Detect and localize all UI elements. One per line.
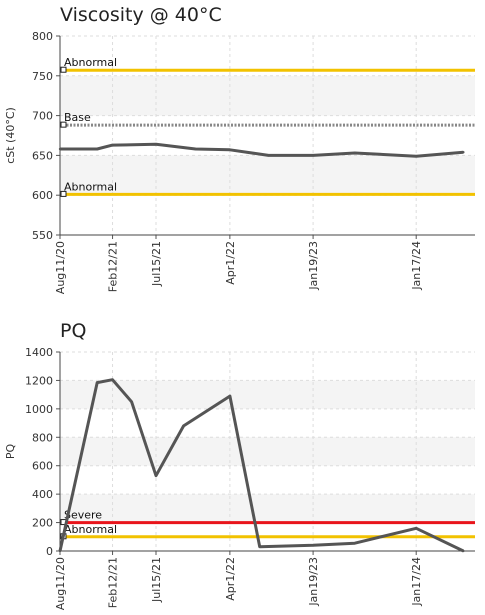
- background-band: [60, 155, 475, 196]
- chart-title-pq: PQ: [60, 320, 87, 342]
- data-point: [462, 151, 465, 154]
- data-point: [96, 147, 99, 151]
- chart-title-viscosity: Viscosity @ 40°C: [60, 4, 222, 26]
- data-point: [96, 381, 99, 384]
- pq-chart: 0 200 400 600 800 1000 1200 1400 Aug11/20 Feb12/2…: [4, 346, 475, 610]
- y-tick-label: 1000: [25, 403, 53, 416]
- data-point: [154, 474, 158, 477]
- data-point: [154, 143, 158, 146]
- viscosity-chart: 550 600 650 700 750 800 Aug11/20 Feb12/21 Jul15/…: [4, 30, 475, 294]
- x-tick-label: Jul15/21: [150, 557, 163, 603]
- data-point: [111, 143, 114, 147]
- reference-label: Base: [64, 111, 91, 124]
- y-axis-label: cSt (40°C): [4, 107, 17, 164]
- y-tick-label: 200: [32, 517, 53, 530]
- x-tick-label: Feb12/21: [107, 241, 120, 292]
- data-point: [58, 549, 62, 553]
- x-tick-label: Feb12/21: [107, 557, 120, 608]
- data-point: [194, 147, 197, 151]
- x-tick-label: Aug11/20: [54, 557, 67, 610]
- data-point: [311, 154, 315, 157]
- y-axis-label: PQ: [4, 444, 17, 460]
- y-tick-label: 1200: [25, 374, 53, 387]
- reference-marker: [60, 121, 67, 128]
- background-band: [60, 75, 475, 116]
- x-tick-label: Jul15/21: [150, 241, 163, 287]
- background-band: [60, 380, 475, 409]
- data-point: [267, 154, 270, 157]
- y-tick-label: 0: [46, 545, 53, 558]
- y-tick-label: 400: [32, 488, 53, 501]
- x-tick-label: Jan19/23: [307, 557, 320, 607]
- data-point: [58, 147, 62, 151]
- data-point: [258, 545, 261, 548]
- data-series-line: [60, 142, 464, 158]
- x-tick-label: Aug11/20: [54, 241, 67, 294]
- y-tick-label: 650: [32, 149, 53, 162]
- data-point: [228, 148, 232, 152]
- y-tick-label: 600: [32, 189, 53, 202]
- data-point: [353, 151, 357, 155]
- data-point: [353, 541, 357, 545]
- reference-label: Abnormal: [64, 180, 117, 193]
- reference-marker: [60, 66, 67, 73]
- y-tick-label: 800: [32, 30, 53, 43]
- y-tick-label: 600: [32, 460, 53, 473]
- data-point: [415, 154, 418, 158]
- data-point: [311, 544, 315, 547]
- x-tick-label: Jan17/24: [410, 557, 423, 607]
- x-tick-label: Apr1/22: [224, 557, 237, 601]
- y-tick-label: 800: [32, 431, 53, 444]
- y-tick-label: 750: [32, 70, 53, 83]
- data-point: [182, 424, 185, 428]
- data-point: [111, 378, 114, 381]
- y-tick-label: 1400: [25, 346, 53, 359]
- reference-label: Abnormal: [64, 56, 117, 69]
- background-band: [60, 437, 475, 466]
- x-tick-label: Jan19/23: [307, 241, 320, 291]
- reference-marker: [60, 190, 67, 197]
- data-series-line: [58, 378, 465, 553]
- reference-label: Severe: [64, 509, 102, 522]
- background-band: [60, 494, 475, 523]
- x-tick-label: Apr1/22: [224, 241, 237, 285]
- data-point: [130, 400, 133, 403]
- y-tick-label: 700: [32, 110, 53, 123]
- y-tick-label: 550: [32, 229, 53, 242]
- data-point: [462, 549, 465, 553]
- data-point: [228, 394, 232, 398]
- data-point: [415, 527, 418, 530]
- reference-label: Abnormal: [64, 523, 117, 536]
- x-tick-label: Jan17/24: [410, 241, 423, 291]
